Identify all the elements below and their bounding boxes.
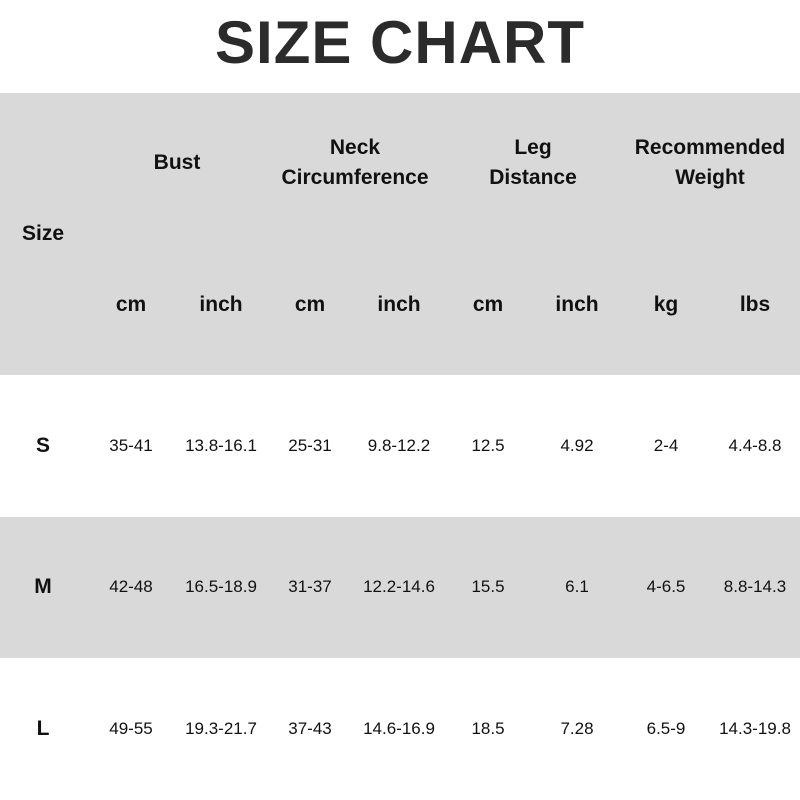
header-unit: inch — [555, 293, 599, 316]
table-cell: 4.92 — [560, 436, 594, 455]
table-cell: 4.4-8.8 — [728, 436, 782, 455]
row-size: L — [36, 717, 50, 740]
table-cell: 15.5 — [471, 577, 505, 596]
header-weight-line1: Recommended — [634, 136, 786, 159]
table-cell: 14.6-16.9 — [363, 719, 435, 738]
header-neck-line2: Circumference — [281, 166, 429, 189]
header-weight-line2: Weight — [675, 166, 745, 189]
table-cell: 42-48 — [109, 577, 153, 596]
table-cell: 6.1 — [565, 577, 589, 596]
table-cell: 31-37 — [288, 577, 332, 596]
header-unit: inch — [377, 293, 421, 316]
table-cell: 12.5 — [471, 436, 505, 455]
table-cell: 7.28 — [560, 719, 594, 738]
table-cell: 13.8-16.1 — [185, 436, 257, 455]
header-unit: cm — [294, 293, 326, 316]
header-leg-distance: Leg Distance — [489, 133, 577, 193]
table-cell: 8.8-14.3 — [723, 577, 787, 596]
table-cell: 35-41 — [109, 436, 153, 455]
table-cell: 14.3-19.8 — [719, 719, 791, 738]
table-cell: 2-4 — [653, 436, 679, 455]
header-neck-line1: Neck — [329, 136, 381, 159]
header-size: Size — [21, 222, 65, 245]
table-cell: 6.5-9 — [646, 719, 686, 738]
table-cell: 37-43 — [288, 719, 332, 738]
table-cell: 9.8-12.2 — [367, 436, 431, 455]
table-row-stripe — [0, 517, 800, 658]
header-unit: cm — [115, 293, 147, 316]
header-recommended-weight: Recommended Weight — [635, 133, 786, 193]
header-leg-line1: Leg — [514, 136, 552, 159]
table-cell: 49-55 — [109, 719, 153, 738]
header-leg-line2: Distance — [489, 166, 577, 189]
header-bust: Bust — [153, 151, 201, 174]
header-unit: kg — [653, 293, 679, 316]
page-title: SIZE CHART — [215, 9, 585, 76]
header-unit: inch — [199, 293, 243, 316]
table-cell: 4-6.5 — [646, 577, 686, 596]
table-cell: 25-31 — [288, 436, 332, 455]
row-size: S — [35, 434, 51, 457]
header-unit: cm — [472, 293, 504, 316]
table-cell: 16.5-18.9 — [185, 577, 257, 596]
header-neck-circumference: Neck Circumference — [281, 133, 428, 193]
table-cell: 12.2-14.6 — [363, 577, 435, 596]
header-unit: lbs — [739, 293, 771, 316]
row-size: M — [34, 575, 52, 598]
table-cell: 18.5 — [471, 719, 505, 738]
table-cell: 19.3-21.7 — [185, 719, 257, 738]
table-header-background — [0, 93, 800, 375]
